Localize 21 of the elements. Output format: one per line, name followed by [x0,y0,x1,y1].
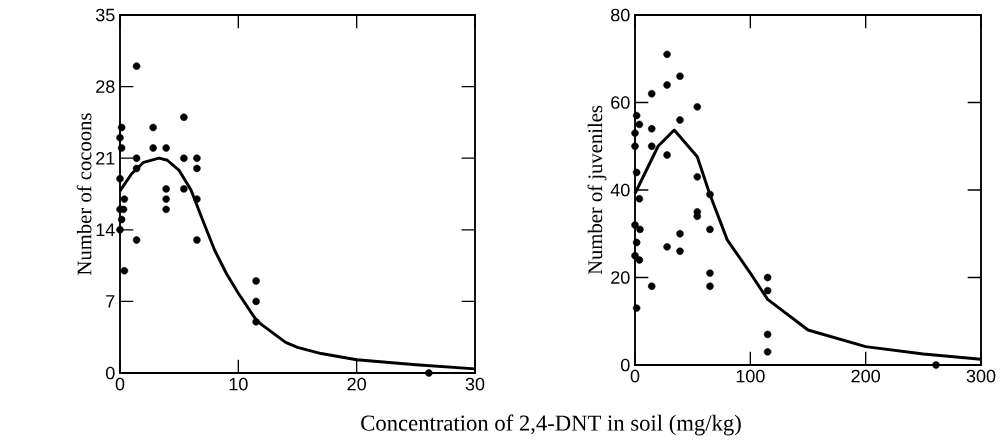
x-tick-label: 30 [465,377,485,391]
y-tick-label: 0 [621,358,630,372]
x-tick-label: 200 [851,369,880,383]
y-axis-title: Number of cocoons [76,113,92,275]
x-tick-label: 0 [115,377,125,391]
x-tick-label: 100 [736,369,765,383]
y-tick-label: 14 [96,223,115,236]
x-tick-label: 300 [966,369,996,383]
x-tick-label: 20 [347,377,366,391]
y-axis-title: Number of juveniles [587,105,607,275]
y-tick-label: 40 [610,183,630,197]
y-tick-label: 7 [106,295,115,308]
y-tick-label: 35 [95,8,115,22]
y-tick-label: 20 [611,271,630,284]
y-tick-label: 80 [611,8,630,22]
x-tick-label: 0 [630,369,640,383]
x-axis-title: Concentration of 2,4-DNT in soil (mg/kg) [361,414,741,436]
y-tick-label: 21 [96,151,115,165]
y-tick-label: 60 [611,96,630,109]
y-tick-label: 28 [96,80,115,93]
x-tick-label: 10 [229,377,248,391]
